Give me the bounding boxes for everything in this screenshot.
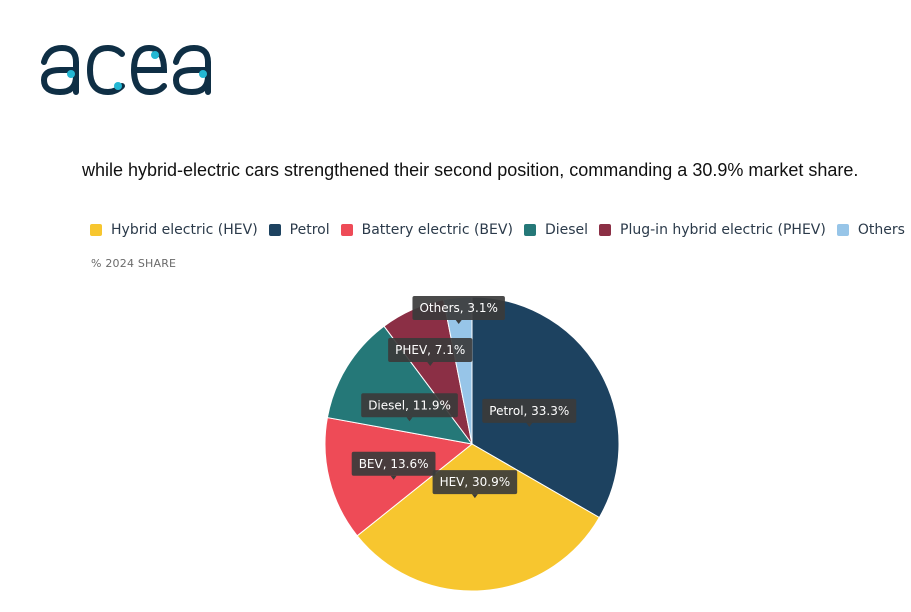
acea-logo: [40, 44, 211, 96]
legend-item-bev[interactable]: Battery electric (BEV): [340, 222, 513, 238]
data-label-text: Petrol, 33.3%: [489, 404, 569, 418]
legend-swatch: [599, 224, 612, 236]
legend-item-others[interactable]: Others: [836, 222, 905, 238]
legend-item-petrol[interactable]: Petrol: [268, 222, 330, 238]
data-label-hev: HEV, 30.9%: [432, 470, 518, 499]
pie-slice-bev[interactable]: [324, 416, 474, 537]
legend-swatch: [340, 224, 353, 236]
data-label-pointer: [406, 417, 413, 422]
data-label-box: [361, 393, 458, 418]
legend-label: Petrol: [289, 222, 330, 238]
data-label-diesel: Diesel, 11.9%: [361, 393, 458, 422]
data-label-box: [482, 398, 577, 423]
data-label-pointer: [455, 319, 462, 324]
legend-label: Diesel: [544, 222, 589, 238]
legend-swatch: [90, 224, 102, 236]
data-label-bev: BEV, 13.6%: [351, 451, 436, 480]
data-label-pointer: [390, 475, 397, 480]
data-label-box: [412, 295, 505, 320]
legend-label: Battery electric (BEV): [361, 222, 513, 238]
legend-item-phev[interactable]: Plug-in hybrid electric (PHEV): [599, 222, 826, 238]
data-label-phev: PHEV, 7.1%: [388, 337, 473, 366]
legend-swatch: [523, 224, 536, 236]
data-label-others: Others, 3.1%: [412, 295, 505, 324]
data-label-pointer: [526, 422, 533, 427]
data-label-box: [388, 337, 473, 362]
legend-item-diesel[interactable]: Diesel: [523, 222, 589, 238]
legend-label: Plug-in hybrid electric (PHEV): [620, 222, 826, 238]
legend-label: Others: [857, 222, 905, 238]
data-label-text: BEV, 13.6%: [359, 457, 429, 471]
legend-label: Hybrid electric (HEV): [111, 222, 258, 238]
pie-slice-hev[interactable]: [356, 443, 600, 592]
data-label-text: Others, 3.1%: [419, 301, 497, 315]
data-label-pointer: [471, 494, 478, 499]
data-label-petrol: Petrol, 33.3%: [482, 398, 577, 427]
data-label-text: HEV, 30.9%: [440, 475, 511, 489]
intro-text: while hybrid-electric cars strengthened …: [82, 160, 859, 180]
legend-swatch: [836, 224, 849, 236]
data-label-pointer: [427, 361, 434, 366]
data-label-box: [432, 470, 518, 495]
data-label-text: Diesel, 11.9%: [368, 398, 451, 412]
data-label-text: PHEV, 7.1%: [395, 343, 465, 357]
data-label-box: [351, 451, 436, 476]
chart-legend: Hybrid electric (HEV) Petrol Battery elect…: [90, 222, 911, 238]
chart-subtitle: % 2024 SHARE: [91, 257, 177, 270]
legend-item-hev[interactable]: Hybrid electric (HEV): [90, 222, 258, 238]
legend-swatch: [268, 224, 281, 236]
